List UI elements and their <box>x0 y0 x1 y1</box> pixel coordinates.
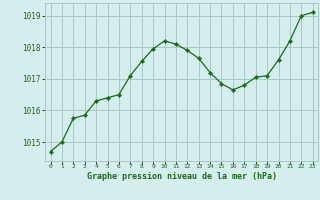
X-axis label: Graphe pression niveau de la mer (hPa): Graphe pression niveau de la mer (hPa) <box>87 172 276 181</box>
